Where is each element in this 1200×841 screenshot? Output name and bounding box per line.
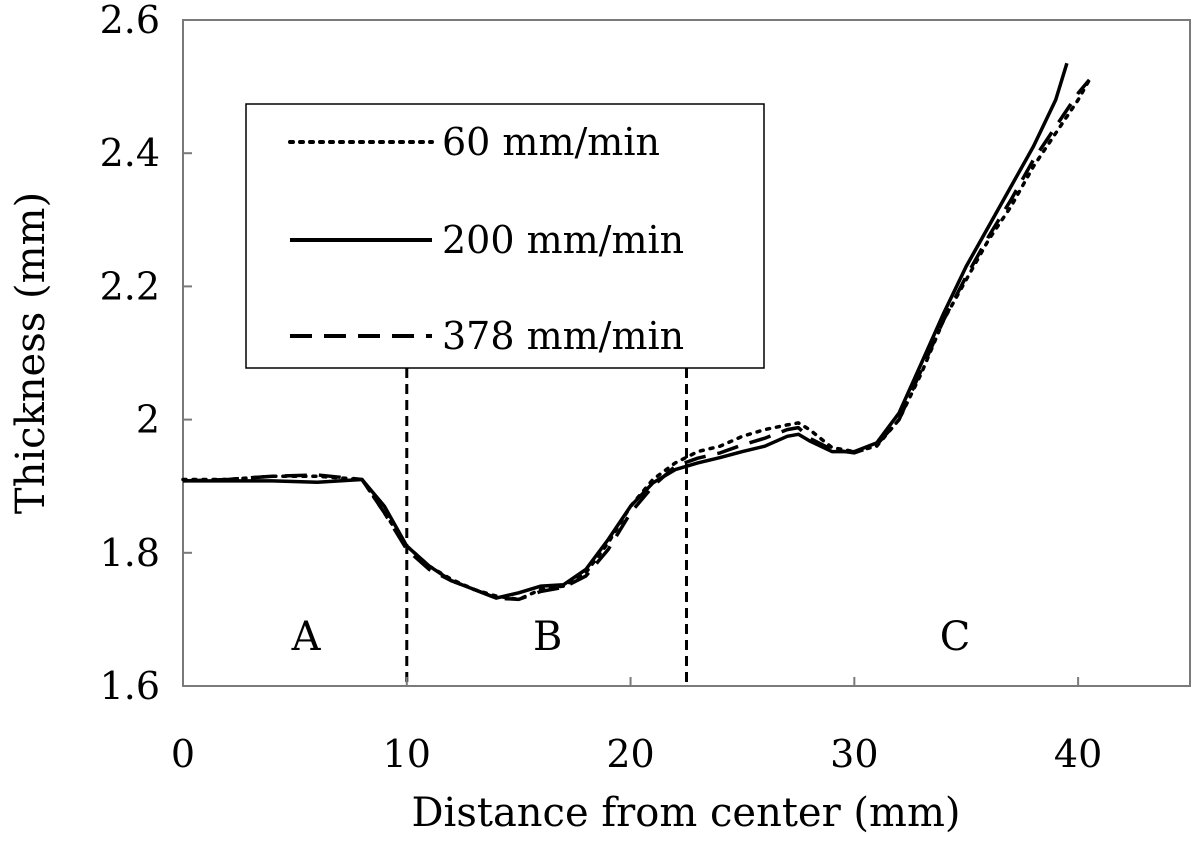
y-tick-label-1: 1.8 (100, 531, 160, 575)
legend: 60 mm/min 200 mm/min 378 mm/min (245, 103, 765, 369)
y-axis-ticks: 1.6 1.8 2 2.2 2.4 2.6 (100, 0, 192, 708)
region-label-b: B (533, 614, 562, 660)
x-tick-label-1: 10 (383, 732, 431, 776)
x-tick-label-0: 0 (171, 732, 195, 776)
region-dividers (405, 368, 688, 686)
legend-box (245, 103, 765, 369)
x-tick-label-4: 40 (1054, 732, 1102, 776)
y-tick-label-0: 1.6 (100, 664, 160, 708)
x-axis-title: Distance from center (mm) (411, 790, 960, 836)
region-labels: A B C (291, 614, 971, 660)
series-line-2 (182, 78, 1091, 602)
x-axis-ticks: 0 10 20 30 40 (171, 677, 1102, 776)
region-label-c: C (940, 614, 971, 660)
x-tick-label-3: 30 (830, 732, 878, 776)
legend-label-1: 200 mm/min (442, 218, 684, 262)
y-tick-label-3: 2.2 (100, 264, 160, 308)
region-label-a: A (291, 614, 322, 660)
plot-area-frame (182, 19, 1191, 687)
legend-label-2: 378 mm/min (442, 314, 684, 358)
series-line-1 (183, 62, 1069, 600)
x-tick-label-2: 20 (606, 732, 654, 776)
legend-label-0: 60 mm/min (442, 120, 660, 164)
y-tick-label-2: 2 (136, 398, 160, 442)
y-axis-title: Thickness (mm) (8, 192, 54, 514)
series-layer (181, 62, 1092, 602)
y-tick-label-4: 2.4 (100, 131, 160, 175)
y-tick-label-5: 2.6 (100, 0, 160, 42)
